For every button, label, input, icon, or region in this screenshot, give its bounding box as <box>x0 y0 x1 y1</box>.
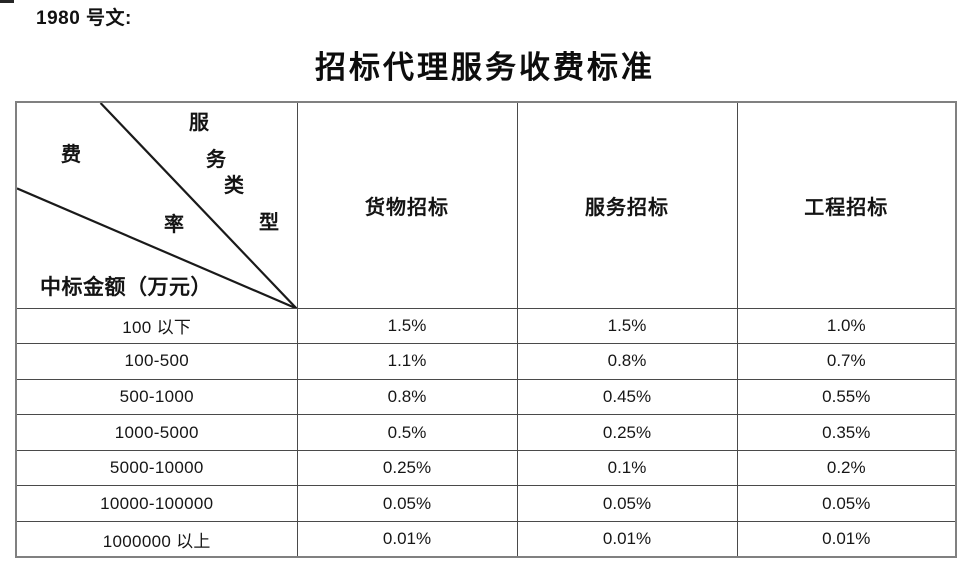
amount-range-cell: 10000-100000 <box>15 485 298 523</box>
amount-range-cell: 5000-10000 <box>15 449 298 487</box>
fee-standard-table: 服 务 类 型 费 率 中标金额（万元） 货物招标 服务招标 工程招标 100 … <box>15 101 957 559</box>
rate-cell: 0.2% <box>736 449 957 487</box>
rate-cell: 0.7% <box>736 343 957 380</box>
diagonal-lines-graphic <box>17 103 296 307</box>
column-header-goods: 货物招标 <box>296 101 518 309</box>
rate-cell: 0.01% <box>736 521 957 558</box>
rate-cell: 0.25% <box>516 414 738 451</box>
column-header-service: 服务招标 <box>516 101 738 309</box>
amount-range-cell: 100 以下 <box>15 307 298 345</box>
rate-cell: 0.05% <box>296 485 518 523</box>
rate-cell: 0.8% <box>516 343 738 380</box>
table-row: 10000-100000 0.05% 0.05% 0.05% <box>15 485 957 523</box>
rate-cell: 0.01% <box>516 521 738 558</box>
amount-range-cell: 100-500 <box>15 343 298 380</box>
rate-cell: 0.35% <box>736 414 957 451</box>
rate-cell: 0.45% <box>516 378 738 416</box>
rate-cell: 1.1% <box>296 343 518 380</box>
screenshot-edge-artifact <box>0 0 14 3</box>
table-row: 100 以下 1.5% 1.5% 1.0% <box>15 307 957 345</box>
rate-cell: 0.01% <box>296 521 518 558</box>
diagonal-corner-content: 服 务 类 型 费 率 中标金额（万元） <box>17 103 296 307</box>
table-row: 500-1000 0.8% 0.45% 0.55% <box>15 378 957 416</box>
row-axis-label: 中标金额（万元） <box>40 275 212 299</box>
page-title: 招标代理服务收费标准 <box>315 50 655 85</box>
corner-label-service-char-2: 务 <box>206 149 226 171</box>
amount-range-cell: 1000000 以上 <box>15 521 298 558</box>
rate-cell: 0.05% <box>736 485 957 523</box>
table-row: 1000000 以上 0.01% 0.01% 0.01% <box>15 521 957 558</box>
amount-range-cell: 1000-5000 <box>15 414 298 451</box>
rate-cell: 0.1% <box>516 449 738 487</box>
rate-cell: 0.05% <box>516 485 738 523</box>
rate-cell: 1.5% <box>516 307 738 345</box>
corner-label-service-char-1: 服 <box>189 112 209 134</box>
table-row: 1000-5000 0.5% 0.25% 0.35% <box>15 414 957 451</box>
rate-cell: 1.0% <box>736 307 957 345</box>
rate-cell: 0.25% <box>296 449 518 487</box>
rate-cell: 0.5% <box>296 414 518 451</box>
table-header-row: 服 务 类 型 费 率 中标金额（万元） 货物招标 服务招标 工程招标 <box>15 101 957 309</box>
rate-cell: 0.55% <box>736 378 957 416</box>
corner-label-service-char-4: 型 <box>259 212 279 234</box>
corner-label-fee-char-2: 率 <box>164 214 184 236</box>
amount-range-cell: 500-1000 <box>15 378 298 416</box>
rate-cell: 0.8% <box>296 378 518 416</box>
table-row: 100-500 1.1% 0.8% 0.7% <box>15 343 957 380</box>
table-row: 5000-10000 0.25% 0.1% 0.2% <box>15 449 957 487</box>
corner-label-service-char-3: 类 <box>224 175 244 197</box>
column-header-engineering: 工程招标 <box>736 101 957 309</box>
diagonal-corner-cell: 服 务 类 型 费 率 中标金额（万元） <box>15 101 298 309</box>
document-reference: 1980 号文: <box>36 8 132 29</box>
corner-label-fee-char-1: 费 <box>61 144 81 166</box>
rate-cell: 1.5% <box>296 307 518 345</box>
